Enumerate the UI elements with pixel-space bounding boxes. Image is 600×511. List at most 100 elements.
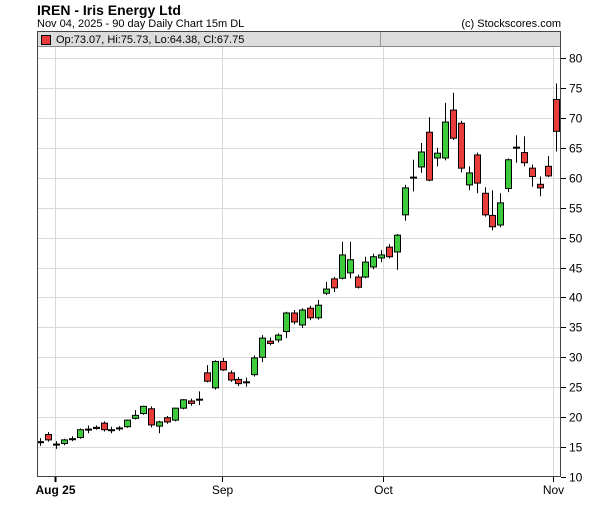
candle-body xyxy=(505,159,512,189)
candle xyxy=(228,370,235,382)
candle xyxy=(394,233,401,270)
candle-body xyxy=(529,167,536,178)
candle xyxy=(553,83,560,152)
y-tick-label: 10 xyxy=(569,471,583,485)
x-tick-label: Oct xyxy=(374,483,393,497)
candle-body xyxy=(124,419,131,428)
candle-body xyxy=(458,122,465,169)
candle xyxy=(116,426,123,431)
y-tick-label: 55 xyxy=(569,202,583,216)
y-tick-label: 35 xyxy=(569,321,583,335)
candle-body xyxy=(85,428,92,431)
candle-body xyxy=(545,165,552,177)
candle xyxy=(307,305,314,321)
candle-body xyxy=(283,312,290,333)
candle-body xyxy=(116,427,123,430)
chart-subtitle: Nov 04, 2025 - 90 day Daily Chart 15m DL xyxy=(37,18,245,30)
candle xyxy=(243,377,250,387)
candle xyxy=(434,147,441,167)
candle-body xyxy=(212,360,219,389)
candle-body xyxy=(370,256,377,268)
candle xyxy=(93,425,100,430)
candle-body xyxy=(553,98,560,132)
candle-body xyxy=(394,234,401,253)
candle xyxy=(339,241,346,280)
candle xyxy=(299,308,306,328)
candle xyxy=(442,102,449,161)
candle xyxy=(386,244,393,259)
candle xyxy=(156,420,163,434)
candle-body xyxy=(180,399,187,409)
candle xyxy=(140,405,147,415)
candle-body xyxy=(228,372,235,381)
candle xyxy=(172,407,179,422)
candle xyxy=(362,256,369,279)
candle-body xyxy=(442,121,449,159)
candle-body xyxy=(101,422,108,431)
candle xyxy=(450,92,457,141)
y-tick-label: 50 xyxy=(569,232,583,246)
candle-body xyxy=(466,172,473,186)
candle xyxy=(101,421,108,432)
candle xyxy=(85,425,92,434)
candle-body xyxy=(339,254,346,279)
candle xyxy=(497,193,504,228)
candle-body xyxy=(108,429,115,432)
y-tick-label: 15 xyxy=(569,441,583,455)
candle xyxy=(418,142,425,173)
candle-body xyxy=(513,146,520,149)
candle xyxy=(53,441,60,449)
candle-body xyxy=(450,109,457,139)
candle-body xyxy=(410,176,417,179)
candle-body xyxy=(474,154,481,184)
candle-body xyxy=(482,192,489,216)
y-tick-label: 75 xyxy=(569,82,583,96)
candle-body xyxy=(537,183,544,189)
candle-body xyxy=(378,254,385,259)
candle-body xyxy=(426,131,433,181)
candle xyxy=(275,333,282,343)
candle-body xyxy=(402,187,409,216)
candle-body xyxy=(489,214,496,228)
y-tick-label: 70 xyxy=(569,112,583,126)
candle xyxy=(482,187,489,217)
candle xyxy=(402,184,409,221)
candle-body xyxy=(418,151,425,168)
candle-body xyxy=(251,357,258,376)
candle-body xyxy=(188,400,195,404)
candle-body xyxy=(196,398,203,401)
candle-body xyxy=(172,407,179,421)
candle xyxy=(235,377,242,387)
candle xyxy=(267,337,274,346)
y-tick-label: 80 xyxy=(569,52,583,66)
candle-body xyxy=(45,434,52,441)
candle-body xyxy=(164,417,171,423)
candle-body xyxy=(521,152,528,164)
candle xyxy=(108,426,115,434)
candle-body xyxy=(148,408,155,426)
candle xyxy=(370,253,377,270)
candle xyxy=(410,159,417,192)
candle xyxy=(378,250,385,263)
candle xyxy=(474,152,481,194)
candle-body xyxy=(37,441,44,444)
legend-ohlc-label: Op:73.07, Hi:75.73, Lo:64.38, Cl:67.75 xyxy=(56,33,245,46)
candles xyxy=(37,83,560,449)
chart-title: IREN - Iris Energy Ltd xyxy=(37,2,181,18)
candle-body xyxy=(275,334,282,341)
x-tick-label: Aug 25 xyxy=(35,483,75,497)
y-axis: 10 15 20 25 30 35 40 45 50 55 60 65 70 75 80 xyxy=(561,52,583,485)
candle xyxy=(188,398,195,406)
candle xyxy=(196,391,203,406)
x-axis: Aug 25 Sep Oct Nov xyxy=(35,477,564,497)
x-tick-label: Sep xyxy=(212,483,234,497)
candle-body xyxy=(267,340,274,345)
x-tick-label: Nov xyxy=(543,483,564,497)
candle xyxy=(458,120,465,173)
y-tick-label: 25 xyxy=(569,381,583,395)
candle xyxy=(323,281,330,296)
candle-body xyxy=(243,381,250,384)
candle-body xyxy=(299,309,306,326)
y-tick-label: 20 xyxy=(569,411,583,425)
